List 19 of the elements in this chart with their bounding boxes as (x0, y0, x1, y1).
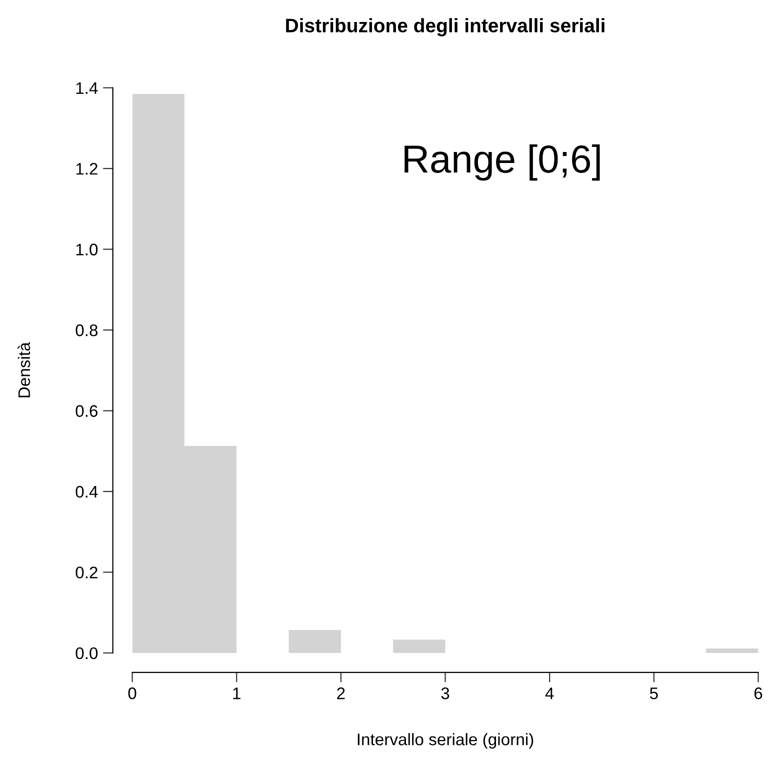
annotation: Range [0;6] (404, 144, 600, 181)
y-tick-label: 0.8 (76, 324, 98, 336)
x-tick-label: 2 (337, 687, 345, 700)
y-tick-label: 0.6 (76, 405, 98, 417)
y-tick-label: 1.4 (76, 82, 98, 94)
y-tick-label: 1.2 (76, 162, 98, 175)
x-tick-label: 3 (441, 687, 450, 700)
chart-title: Distribuzione degli intervalli seriali (286, 18, 604, 36)
x-tick-label: 6 (754, 687, 762, 700)
y-tick-label: 1.0 (76, 244, 98, 256)
x-tick-label: 0 (128, 687, 136, 700)
x-tick-label: 4 (545, 688, 554, 700)
y-tick-label: 0.4 (76, 486, 98, 498)
x-tick-label: 1 (233, 688, 240, 700)
x-axis-title: Intervallo seriale (giorni) (358, 733, 534, 749)
y-tick-label: 0.0 (76, 647, 98, 660)
y-axis-title: Densità (18, 342, 30, 398)
y-tick-label: 0.2 (76, 566, 98, 578)
x-tick-label: 5 (650, 688, 658, 700)
